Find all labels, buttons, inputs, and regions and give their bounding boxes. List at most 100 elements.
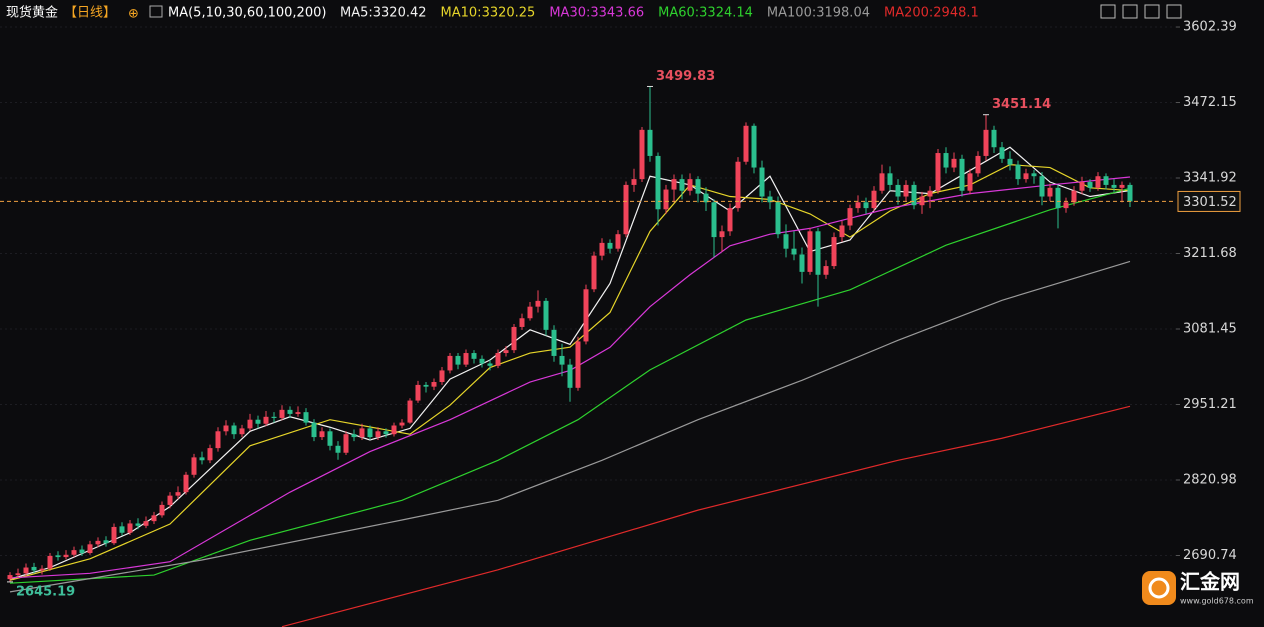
candle-body [391, 425, 397, 435]
y-tick-label: 3081.45 [1183, 322, 1237, 337]
add-icon[interactable]: ⊕ [128, 7, 139, 22]
candle-body [479, 358, 485, 364]
candle-body [471, 353, 477, 359]
candle-body [375, 431, 381, 438]
candle-body [327, 431, 333, 446]
candle-body [791, 248, 797, 255]
candle-body [967, 173, 973, 191]
candle-body [855, 202, 861, 209]
candle-body [919, 196, 925, 206]
candle-body [767, 196, 773, 203]
candle-body [15, 573, 21, 576]
candle-body [911, 184, 917, 206]
legend-entry: MA10:3320.25 [441, 6, 536, 21]
candle-body [591, 255, 597, 290]
candle-body [631, 179, 637, 185]
y-tick-label: 2820.98 [1183, 473, 1237, 488]
indicator-icon[interactable] [149, 5, 163, 18]
candle-body [343, 434, 349, 453]
ma-line [9, 164, 1131, 581]
candle-body [103, 540, 109, 544]
candle-body [143, 521, 149, 526]
logo-mark [1148, 577, 1170, 599]
candle-body [839, 225, 845, 238]
legend-entry: MA100:3198.04 [767, 6, 870, 21]
toolbar [1100, 4, 1182, 19]
candle-body [623, 184, 629, 235]
candle-body [231, 425, 237, 435]
candle-body [367, 428, 373, 438]
candle-body [255, 419, 261, 424]
annotation-label: 3499.83 [656, 69, 715, 84]
overlay: 3301.52 3499.83 3451.14 2645.19 [0, 69, 1241, 599]
ma-line [281, 405, 1131, 627]
candle-body [583, 289, 589, 342]
candle-body [655, 155, 661, 210]
legend-entry: MA60:3324.14 [658, 6, 753, 21]
candle-body [783, 234, 789, 249]
toolbar-button[interactable] [1166, 4, 1182, 19]
candle-body [279, 409, 285, 418]
candle-body [551, 329, 557, 356]
candle-body [903, 184, 909, 197]
candle-body [751, 125, 757, 168]
brand-url: www.gold678.com [1180, 597, 1254, 606]
candle-body [215, 431, 221, 449]
candle-body [895, 184, 901, 197]
candle-body [807, 231, 813, 272]
candle-body [847, 208, 853, 226]
candle-body [351, 434, 357, 438]
indicator-label: MA(5,10,30,60,100,200) [168, 6, 326, 21]
candle-body [607, 242, 613, 249]
candle-body [775, 202, 781, 235]
moving-averages [9, 146, 1131, 627]
candle-body [207, 448, 213, 461]
toolbar-button[interactable] [1144, 4, 1160, 19]
candle-body [503, 350, 509, 354]
candle-body [127, 523, 133, 533]
candle-body [831, 237, 837, 267]
period-label[interactable]: 【日线】 [64, 6, 116, 21]
candle-body [1095, 176, 1101, 188]
candle-body [119, 526, 125, 533]
candle-body [79, 549, 85, 554]
candle-body [335, 445, 341, 453]
ma-line [9, 176, 1131, 579]
candle-body [559, 355, 565, 365]
brand: 汇金网 [1180, 570, 1240, 594]
candle-body [1127, 184, 1133, 202]
candle-body [47, 555, 53, 569]
candle-body [519, 318, 525, 327]
candle-body [687, 179, 693, 191]
candle-body [311, 422, 317, 438]
candle-body [295, 412, 301, 414]
candle-body [191, 457, 197, 475]
ma-line [9, 260, 1131, 593]
candle-body [823, 266, 829, 275]
candle-body [175, 492, 181, 496]
logo [1142, 571, 1176, 605]
candle-body [935, 153, 941, 191]
candle-body [7, 575, 13, 580]
watermark: 汇金网 www.gold678.com [1142, 570, 1254, 606]
candle-body [463, 353, 469, 365]
last-price-box [1177, 190, 1241, 212]
candle-body [703, 193, 709, 203]
candle-body [1087, 182, 1093, 188]
candle-body [111, 526, 117, 544]
candle-body [447, 355, 453, 371]
candle-body [799, 254, 805, 272]
candle-body [727, 208, 733, 232]
candle-body [1007, 158, 1013, 165]
candle-body [1031, 173, 1037, 177]
candle-body [159, 504, 165, 516]
candle-body [567, 364, 573, 388]
candle-body [271, 416, 277, 418]
candle-body [1119, 184, 1125, 188]
y-tick-label: 3211.68 [1183, 246, 1237, 261]
y-tick-label: 2951.21 [1183, 397, 1237, 412]
toolbar-button[interactable] [1122, 4, 1138, 19]
toolbar-button[interactable] [1100, 4, 1116, 19]
